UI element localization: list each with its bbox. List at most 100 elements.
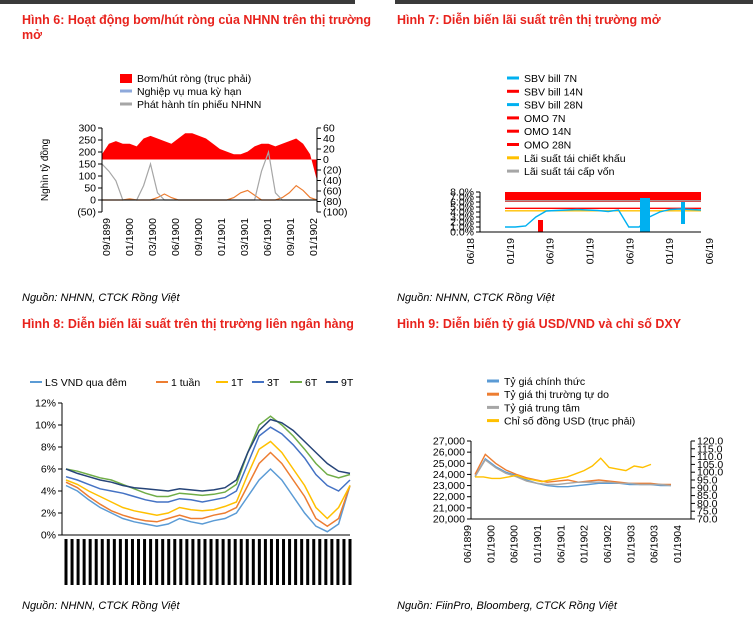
- fig8-x-tick-label-mark: [209, 539, 213, 585]
- fig7-left-tick-label: 1.0%: [450, 222, 474, 234]
- fig8-x-tick-label-mark: [106, 539, 110, 585]
- fig7-legend-label: Lãi suất tái cấp vốn: [524, 166, 615, 178]
- fig8-series-line-3: [65, 440, 351, 520]
- fig9-x-tick-label: 06/1899: [462, 525, 474, 563]
- fig6-left-tick-label: 250: [78, 135, 96, 147]
- fig9-x-tick-label: 06/1900: [509, 525, 521, 563]
- fig9-right-tick-label: 75.0: [697, 506, 718, 518]
- fig6-x-tick-label: 09/1899: [101, 218, 113, 256]
- fig8-x-tick-label-mark: [251, 539, 255, 585]
- fig8-x-tick-label-mark: [179, 539, 183, 585]
- fig8-x-tick-label-mark: [173, 539, 177, 585]
- fig9-right-tick-label: 120.0: [697, 436, 723, 448]
- fig8-x-tick-label-mark: [215, 539, 219, 585]
- fig8-x-tick-label-mark: [288, 539, 292, 585]
- fig7-left-tick-label: 8.0%: [450, 187, 474, 199]
- fig6-x-tick-label: 06/1901: [262, 218, 274, 256]
- fig8-x-tick-label-mark: [318, 539, 322, 585]
- fig9-x-tick-label: 01/1901: [532, 525, 544, 563]
- fig6-left-tick-label: 300: [78, 123, 96, 135]
- fig8-left-tick-label: 12%: [35, 398, 56, 410]
- fig9-right-tick-label: 70.0: [697, 514, 718, 526]
- fig9-x-tick-label: 01/1902: [579, 525, 591, 563]
- fig6-source: Nguồn: NHNN, CTCK Rồng Việt: [22, 292, 180, 304]
- fig6-x-tick-label: 09/1900: [193, 218, 205, 256]
- fig8-x-tick-label-mark: [336, 539, 340, 585]
- fig8-x-tick-label-mark: [263, 539, 267, 585]
- fig9-x-tick-label: 06/1901: [555, 525, 567, 563]
- fig8-x-tick-label-mark: [245, 539, 249, 585]
- fig6-right-tick-label: (80): [323, 196, 342, 208]
- fig6-right-tick-label: 0: [323, 154, 329, 166]
- fig8-x-tick-label-mark: [185, 539, 189, 585]
- top-strip-notch: [355, 0, 395, 4]
- fig7-source: Nguồn: NHNN, CTCK Rồng Việt: [397, 292, 555, 304]
- fig8-legend-label: 9T: [341, 377, 354, 389]
- fig7-x-tick-label: 06/19: [704, 238, 716, 264]
- fig6-x-tick-label: 06/1900: [170, 218, 182, 256]
- fig8-x-tick-label-mark: [155, 539, 159, 585]
- fig6-x-tick-label: 03/1901: [239, 218, 251, 256]
- fig8-x-tick-label-mark: [88, 539, 92, 585]
- fig6-title: Hình 6: Hoạt động bơm/hút ròng của NHNN …: [22, 13, 372, 42]
- fig7-legend-label: SBV bill 7N: [524, 73, 577, 85]
- fig7-sbv-bar-2: [681, 202, 685, 224]
- fig9-left-tick-label: 27,000: [433, 436, 465, 448]
- fig7-x-tick-label: 01/19: [505, 238, 517, 264]
- fig7-left-tick-label: 3.0%: [450, 212, 474, 224]
- fig8-x-tick-label-mark: [239, 539, 243, 585]
- fig6-left-tick-label: 150: [78, 159, 96, 171]
- fig9-left-tick-label: 24,000: [433, 469, 465, 481]
- fig8-x-tick-label-mark: [161, 539, 165, 585]
- fig6-series-line-1: [102, 184, 318, 201]
- fig6-left-tick-label: (50): [77, 207, 96, 219]
- fig8-x-tick-label-mark: [312, 539, 316, 585]
- fig9-legend-label: Chỉ số đồng USD (trục phải): [504, 416, 635, 428]
- fig9-x-tick-label: 01/1900: [485, 525, 497, 563]
- fig9-left-tick-label: 22,000: [433, 491, 465, 503]
- fig7-x-tick-label: 06/18: [465, 238, 477, 264]
- fig8-x-tick-label-mark: [294, 539, 298, 585]
- fig8-series-line-4: [65, 426, 351, 503]
- fig8-x-tick-label-mark: [112, 539, 116, 585]
- fig7-omo-band: [505, 192, 701, 202]
- fig8-series-line-1: [65, 467, 351, 533]
- fig8-x-tick-label-mark: [324, 539, 328, 585]
- fig8-left-tick-label: 8%: [41, 442, 56, 454]
- fig6-left-tick-label: 200: [78, 147, 96, 159]
- fig9-right-tick-label: 110.0: [697, 451, 723, 463]
- fig6-legend: Bơm/hút ròng (trục phải)Nghiệp vụ mua kỳ…: [120, 73, 261, 111]
- fig6-chart: Bơm/hút ròng (trục phải)Nghiệp vụ mua kỳ…: [39, 73, 348, 256]
- fig8-x-tick-label-mark: [70, 539, 74, 585]
- fig6-right-tick-label: (60): [323, 186, 342, 198]
- fig8-legend: LS VND qua đêm 1 tuần 1T 3T 6T 9T: [30, 377, 354, 389]
- fig6-ylabel: Nghìn tỷ đồng: [39, 139, 51, 201]
- fig9-x-tick-label: 06/1902: [602, 525, 614, 563]
- fig7-legend-label: SBV bill 14N: [524, 86, 583, 98]
- fig8-x-tick-label-mark: [282, 539, 286, 585]
- fig6-legend-swatch: [120, 74, 132, 83]
- fig6-legend-label: Phát hành tín phiếu NHNN: [137, 99, 261, 111]
- fig7-sbv-bar-1: [640, 198, 650, 232]
- fig8-series-line-6: [65, 418, 351, 492]
- fig9-source: Nguồn: FiinPro, Bloomberg, CTCK Rồng Việ…: [397, 600, 617, 612]
- fig7-left-tick-label: 5.0%: [450, 202, 474, 214]
- fig8-legend-label: 1 tuần: [171, 377, 200, 389]
- fig9-title: Hình 9: Diễn biến tỷ giá USD/VND và chỉ …: [397, 317, 682, 331]
- fig6-right-tick-label: 60: [323, 123, 335, 135]
- fig6-left-tick-label: 50: [84, 183, 96, 195]
- fig6-legend-label: Nghiệp vụ mua kỳ hạn: [137, 86, 242, 98]
- fig6-right-tick-label: 40: [323, 133, 335, 145]
- fig9-series-line-2: [474, 453, 671, 486]
- fig6-x-tick-label: 03/1900: [147, 218, 159, 256]
- fig6-net-area: [102, 133, 317, 181]
- fig8-x-tick-label-mark: [118, 539, 122, 585]
- fig9-legend-label: Tỷ giá trung tâm: [504, 402, 580, 414]
- fig7-x-tick-label: 01/19: [585, 238, 597, 264]
- fig7-left-tick-label: 2.0%: [450, 217, 474, 229]
- fig7-left-tick-label: 0.0%: [450, 227, 474, 239]
- fig7-x-tick-label: 01/19: [664, 238, 676, 264]
- fig8-x-tick-label-mark: [348, 539, 352, 585]
- fig6-x-tick-label: 01/1900: [124, 218, 136, 256]
- fig6-right-tick-label: 20: [323, 144, 335, 156]
